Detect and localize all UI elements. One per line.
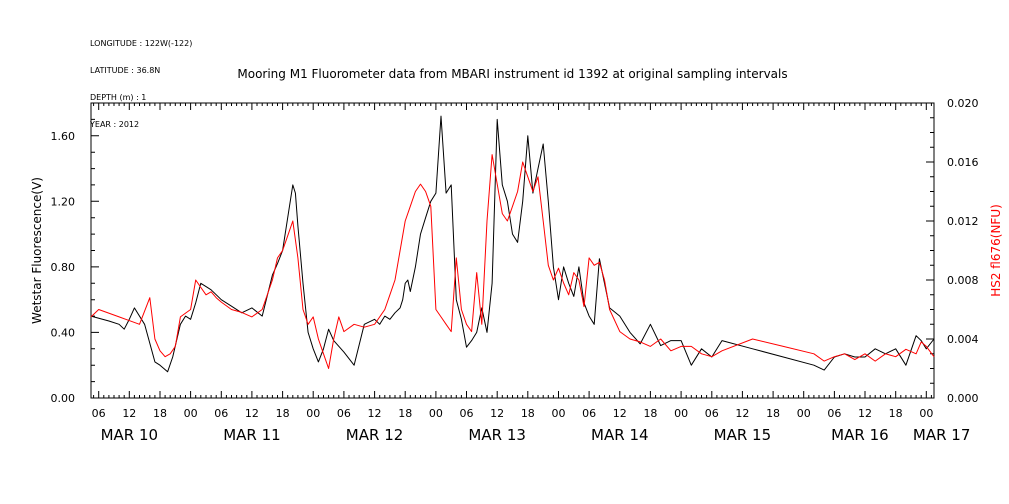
left-axis-title: Wetstar Fluorescence(V) — [30, 177, 44, 324]
right-tick-label: 0.020 — [947, 97, 979, 110]
x-tick-label: 12 — [858, 407, 872, 420]
date-label: MAR 14 — [591, 426, 648, 444]
meta-depth: DEPTH (m) : 1 — [90, 93, 147, 102]
x-axis-ticks — [93, 103, 932, 398]
x-tick-label: 18 — [276, 407, 290, 420]
x-tick-label: 00 — [797, 407, 811, 420]
right-tick-label: 0.000 — [947, 392, 979, 405]
x-tick-label: 06 — [705, 407, 719, 420]
date-label: MAR 10 — [101, 426, 158, 444]
x-tick-label: 00 — [429, 407, 443, 420]
date-label: MAR 11 — [223, 426, 280, 444]
x-tick-label: 12 — [245, 407, 259, 420]
left-tick-label: 0.40 — [51, 326, 76, 339]
date-label: MAR 13 — [468, 426, 525, 444]
x-tick-label: 00 — [919, 407, 933, 420]
x-tick-label: 18 — [153, 407, 167, 420]
date-label: MAR 17 — [913, 426, 970, 444]
hs2-series-line — [90, 154, 935, 369]
right-tick-label: 0.016 — [947, 156, 979, 169]
x-tick-label: 18 — [766, 407, 780, 420]
right-tick-label: 0.012 — [947, 215, 979, 228]
left-tick-label: 0.00 — [51, 392, 76, 405]
x-tick-label: 18 — [398, 407, 412, 420]
x-tick-label: 00 — [306, 407, 320, 420]
right-axis-ticks — [926, 102, 934, 399]
meta-latitude: LATITUDE : 36.8N — [90, 66, 161, 75]
x-tick-label: 18 — [521, 407, 535, 420]
x-tick-label: 12 — [368, 407, 382, 420]
right-tick-label: 0.008 — [947, 274, 979, 287]
x-tick-label: 12 — [122, 407, 136, 420]
x-tick-label: 06 — [582, 407, 596, 420]
x-tick-label: 06 — [460, 407, 474, 420]
chart-title: Mooring M1 Fluorometer data from MBARI i… — [237, 67, 788, 81]
date-label: MAR 16 — [831, 426, 888, 444]
x-tick-label: 06 — [214, 407, 228, 420]
x-tick-label: 06 — [337, 407, 351, 420]
wetstar-series-line — [90, 115, 935, 373]
right-tick-label: 0.004 — [947, 333, 979, 346]
x-tick-label: 00 — [184, 407, 198, 420]
left-tick-label: 1.20 — [51, 195, 76, 208]
metadata-block: LONGITUDE : 122W(-122) LATITUDE : 36.8N … — [90, 21, 192, 138]
x-tick-label: 06 — [92, 407, 106, 420]
left-tick-label: 0.80 — [51, 261, 76, 274]
x-tick-label: 00 — [674, 407, 688, 420]
x-tick-label: 18 — [643, 407, 657, 420]
meta-longitude: LONGITUDE : 122W(-122) — [90, 39, 193, 48]
left-axis-ticks — [91, 102, 99, 399]
x-tick-label: 00 — [551, 407, 565, 420]
x-tick-label: 12 — [490, 407, 504, 420]
x-tick-label: 12 — [735, 407, 749, 420]
date-label: MAR 15 — [714, 426, 771, 444]
x-tick-label: 18 — [889, 407, 903, 420]
left-tick-label: 1.60 — [51, 130, 76, 143]
right-axis-title: HS2 fl676(NFU) — [989, 204, 1003, 297]
plot-frame — [90, 102, 935, 399]
x-tick-label: 06 — [827, 407, 841, 420]
x-tick-label: 12 — [613, 407, 627, 420]
date-label: MAR 12 — [346, 426, 403, 444]
meta-year: YEAR : 2012 — [90, 120, 140, 129]
